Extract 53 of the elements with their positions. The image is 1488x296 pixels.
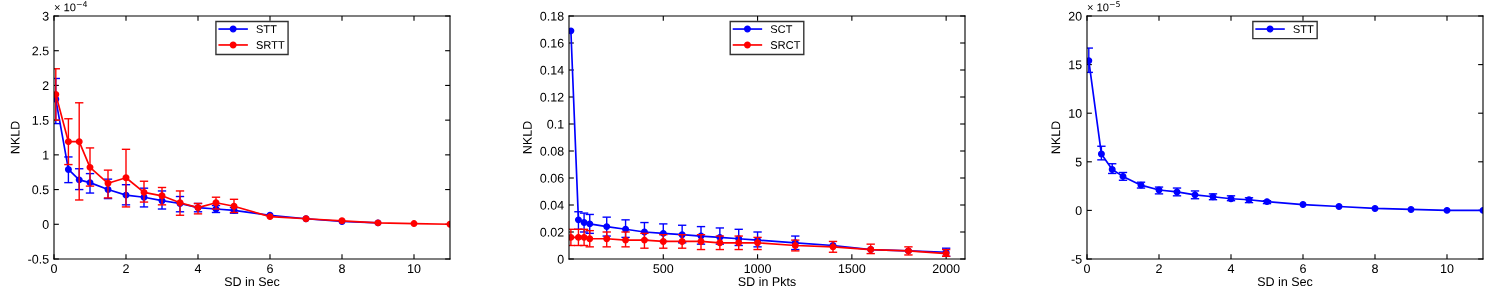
y-tick-label: -0.5 bbox=[28, 254, 49, 264]
text: × 10$^{−5}$ bbox=[1087, 1, 1120, 12]
x-tick-label: 1000 bbox=[744, 264, 771, 274]
y-tick-label: 1 bbox=[43, 150, 49, 160]
y-axis-title: NKLD bbox=[523, 121, 532, 154]
x-tick-label: 4 bbox=[194, 264, 202, 273]
x-axis-title: SD in Sec bbox=[224, 276, 280, 287]
x-tick-label: 500 bbox=[653, 264, 674, 274]
legend-label: SRCT bbox=[770, 41, 801, 49]
x-tick-label: 6 bbox=[267, 264, 273, 274]
x-axis-title: SD in Sec bbox=[1257, 276, 1313, 287]
x-tick-label: 4 bbox=[1227, 264, 1235, 273]
y-tick-label: 2.5 bbox=[32, 46, 49, 56]
x-tick-label: 2000 bbox=[932, 264, 960, 274]
y-tick-label: 0.08 bbox=[540, 146, 564, 156]
legend-label: SRTT bbox=[256, 41, 285, 49]
y-tick-label: 0.16 bbox=[540, 38, 564, 48]
y-tick-label: 2 bbox=[42, 81, 49, 90]
y-tick-label: 20 bbox=[1068, 11, 1082, 21]
legend-label: STT bbox=[1293, 25, 1314, 34]
y-tick-label: 0.06 bbox=[540, 173, 564, 183]
x-tick-label: 8 bbox=[1372, 264, 1378, 274]
x-tick-label: 0 bbox=[1084, 264, 1090, 274]
y-tick-label: 5 bbox=[1075, 157, 1082, 167]
y-axis-title: NKLD bbox=[1051, 121, 1061, 154]
y-tick-label: 0.18 bbox=[540, 11, 564, 21]
y-tick-label: 0.14 bbox=[540, 65, 564, 75]
x-tick-label: 10 bbox=[408, 264, 421, 274]
y-tick-label: 0.1 bbox=[547, 119, 564, 129]
y-tick-label: 10 bbox=[1069, 109, 1082, 118]
y-tick-label: 1.5 bbox=[32, 116, 49, 125]
y-tick-label: 15 bbox=[1069, 60, 1082, 70]
y-tick-label: 0 bbox=[1075, 206, 1082, 216]
legend-label: STT bbox=[256, 25, 277, 34]
x-tick-label: 8 bbox=[339, 264, 345, 274]
legend-label: SCT bbox=[770, 25, 793, 34]
y-tick-label: 0.12 bbox=[540, 92, 564, 102]
y-tick-label: 0.04 bbox=[540, 200, 564, 210]
y-tick-label: 0 bbox=[557, 254, 564, 264]
y-tick-label: 0 bbox=[42, 220, 49, 229]
y-axis-title: NKLD bbox=[10, 121, 20, 154]
y-tick-label: 0.5 bbox=[32, 185, 49, 195]
y-tick-label: 3 bbox=[42, 11, 49, 21]
text: × 10$^{−4}$ bbox=[54, 1, 88, 12]
y-tick-label: -5 bbox=[1071, 254, 1082, 264]
x-axis-title: SD in Pkts bbox=[738, 276, 796, 287]
x-tick-label: 2 bbox=[123, 264, 129, 273]
x-tick-label: 1500 bbox=[838, 264, 866, 274]
x-tick-label: 6 bbox=[1300, 264, 1306, 274]
y-tick-label: 0.02 bbox=[540, 227, 564, 237]
x-tick-label: 2 bbox=[1156, 264, 1162, 273]
x-tick-label: 0 bbox=[51, 264, 57, 274]
x-tick-label: 10 bbox=[1441, 264, 1454, 274]
